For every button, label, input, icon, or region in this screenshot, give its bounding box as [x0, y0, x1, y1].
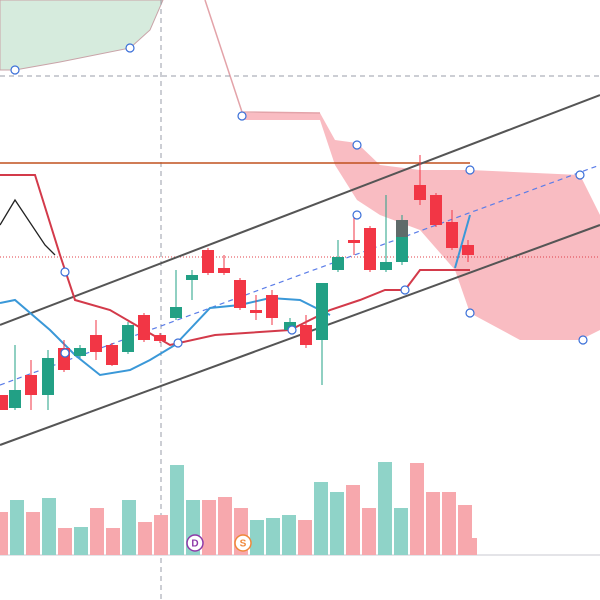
- handle: [125, 43, 135, 53]
- channel-upper: [0, 94, 600, 326]
- cloud-red: [242, 113, 600, 340]
- volume: [0, 462, 477, 555]
- handle: [578, 335, 588, 345]
- handle: [352, 140, 362, 150]
- volume-bar: [463, 538, 477, 555]
- candle-body: [462, 245, 474, 255]
- marker-d[interactable]: [186, 534, 204, 552]
- handle: [237, 111, 247, 121]
- handle: [10, 65, 20, 75]
- candle-body: [186, 275, 198, 280]
- candle-body: [396, 220, 408, 237]
- volume-bar: [106, 528, 120, 555]
- candle-body: [90, 335, 102, 352]
- candle-body: [9, 390, 21, 408]
- handle: [400, 285, 410, 295]
- candle-body: [300, 325, 312, 345]
- volume-bar: [154, 515, 168, 555]
- candle-body: [348, 240, 360, 243]
- channel-mid: [0, 164, 600, 386]
- volume-bar: [74, 527, 88, 555]
- candle-body: [414, 185, 426, 200]
- handle: [465, 165, 475, 175]
- candle-body: [332, 257, 344, 270]
- volume-bar: [314, 482, 328, 555]
- volume-bar: [362, 508, 376, 555]
- volume-bar: [26, 512, 40, 555]
- volume-bar: [58, 528, 72, 555]
- handle: [465, 308, 475, 318]
- volume-bar: [378, 462, 392, 555]
- marker-s[interactable]: [234, 534, 252, 552]
- handle: [575, 170, 585, 180]
- candle-body: [138, 315, 150, 340]
- candle-body: [266, 295, 278, 318]
- handle: [60, 348, 70, 358]
- candle-body: [154, 335, 166, 341]
- candle-body: [218, 268, 230, 273]
- volume-bar: [266, 518, 280, 555]
- volume-bar: [42, 498, 56, 555]
- black-line: [0, 198, 56, 256]
- volume-bar: [202, 500, 216, 555]
- candle-body: [234, 280, 246, 308]
- volume-bar: [442, 492, 456, 555]
- marker-d-label: D: [191, 539, 198, 550]
- volume-bar: [394, 508, 408, 555]
- candle-body: [122, 325, 134, 352]
- volume-bar: [330, 492, 344, 555]
- handles: [10, 43, 588, 358]
- candle-body: [0, 395, 8, 410]
- handle: [60, 267, 70, 277]
- candle-body: [316, 283, 328, 340]
- candle-body: [250, 310, 262, 313]
- candles: [0, 155, 474, 410]
- tenkan-line: [0, 296, 331, 377]
- volume-bar: [0, 512, 8, 555]
- volume-bar: [122, 500, 136, 555]
- volume-bar: [10, 500, 24, 555]
- marker-s-label: S: [240, 539, 247, 550]
- candle-body: [364, 228, 376, 270]
- candle-body: [25, 375, 37, 395]
- volume-bar: [298, 520, 312, 555]
- volume-bar: [138, 522, 152, 555]
- handle: [173, 338, 183, 348]
- candle-body: [430, 195, 442, 225]
- volume-bar: [170, 465, 184, 555]
- candle-body: [106, 345, 118, 365]
- candle-body: [380, 262, 392, 270]
- volume-bar: [410, 463, 424, 555]
- volume-bar: [346, 485, 360, 555]
- candle-body: [202, 250, 214, 273]
- volume-bar: [250, 520, 264, 555]
- handle: [352, 210, 362, 220]
- handle: [287, 325, 297, 335]
- volume-bar: [426, 492, 440, 555]
- volume-bar: [282, 515, 296, 555]
- candle-body: [74, 348, 86, 356]
- volume-bar: [218, 497, 232, 555]
- cloud-green: [0, 0, 164, 71]
- span-line: [204, 0, 321, 114]
- candle-body: [396, 237, 408, 262]
- volume-bar: [90, 508, 104, 555]
- candle-body: [170, 307, 182, 318]
- tenkan-line: [454, 214, 471, 269]
- candle-body: [446, 222, 458, 248]
- candle-body: [42, 358, 54, 395]
